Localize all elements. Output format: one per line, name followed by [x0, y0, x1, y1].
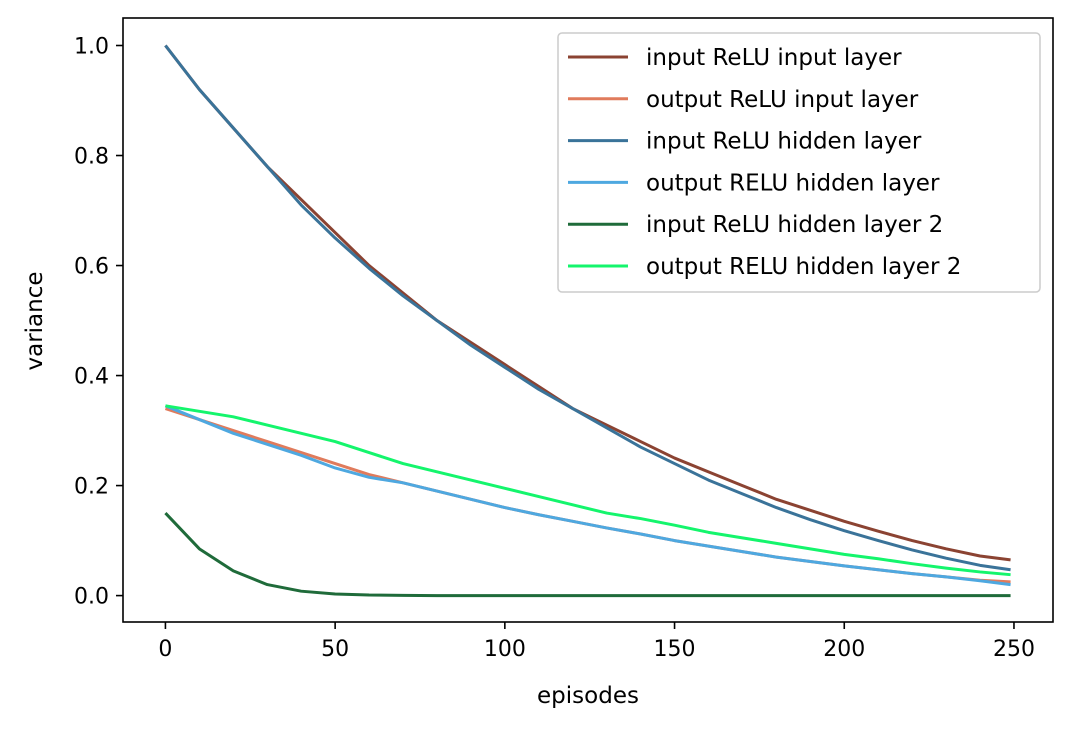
- y-axis-label: variance: [22, 271, 48, 370]
- x-tick-label: 0: [158, 637, 172, 662]
- x-tick-label: 150: [654, 637, 696, 662]
- legend-label-2: output ReLU input layer: [646, 87, 919, 113]
- series-line-4: [164, 404, 1011, 587]
- x-tick-label: 100: [484, 637, 526, 662]
- legend-label-4: output RELU hidden layer: [646, 170, 940, 196]
- axes-frame: [122, 17, 1054, 623]
- legend-label-1: input ReLU input layer: [646, 45, 902, 71]
- series-line-3: [164, 44, 1011, 572]
- series-line-6: [165, 404, 1011, 577]
- series-line-5: [164, 512, 1011, 598]
- y-tick-label: 0.8: [74, 145, 109, 170]
- legend: input ReLU input layer output ReLU input …: [557, 32, 1041, 293]
- x-axis-label: episodes: [537, 683, 639, 709]
- y-tick-label: 0.0: [74, 585, 109, 610]
- y-tick-label: 0.6: [74, 255, 109, 280]
- x-tick-label: 200: [823, 637, 865, 662]
- legend-box: [557, 32, 1041, 293]
- y-tick-label: 0.4: [74, 365, 109, 390]
- series-line-2: [164, 407, 1011, 584]
- y-tick-label: 0.2: [74, 475, 109, 500]
- x-tick-label: 250: [993, 637, 1035, 662]
- legend-label-5: input ReLU hidden layer 2: [646, 212, 943, 238]
- y-tick-label: 1.0: [74, 35, 109, 60]
- axes: 0 50 100 150 200 250 0.0 0.2 0.4 0.6 0.8 1.0: [74, 17, 1054, 662]
- legend-label-6: output RELU hidden layer 2: [646, 254, 961, 280]
- legend-label-3: input ReLU hidden layer: [646, 129, 922, 155]
- x-tick-label: 50: [321, 637, 349, 662]
- plot-area: [164, 44, 1011, 598]
